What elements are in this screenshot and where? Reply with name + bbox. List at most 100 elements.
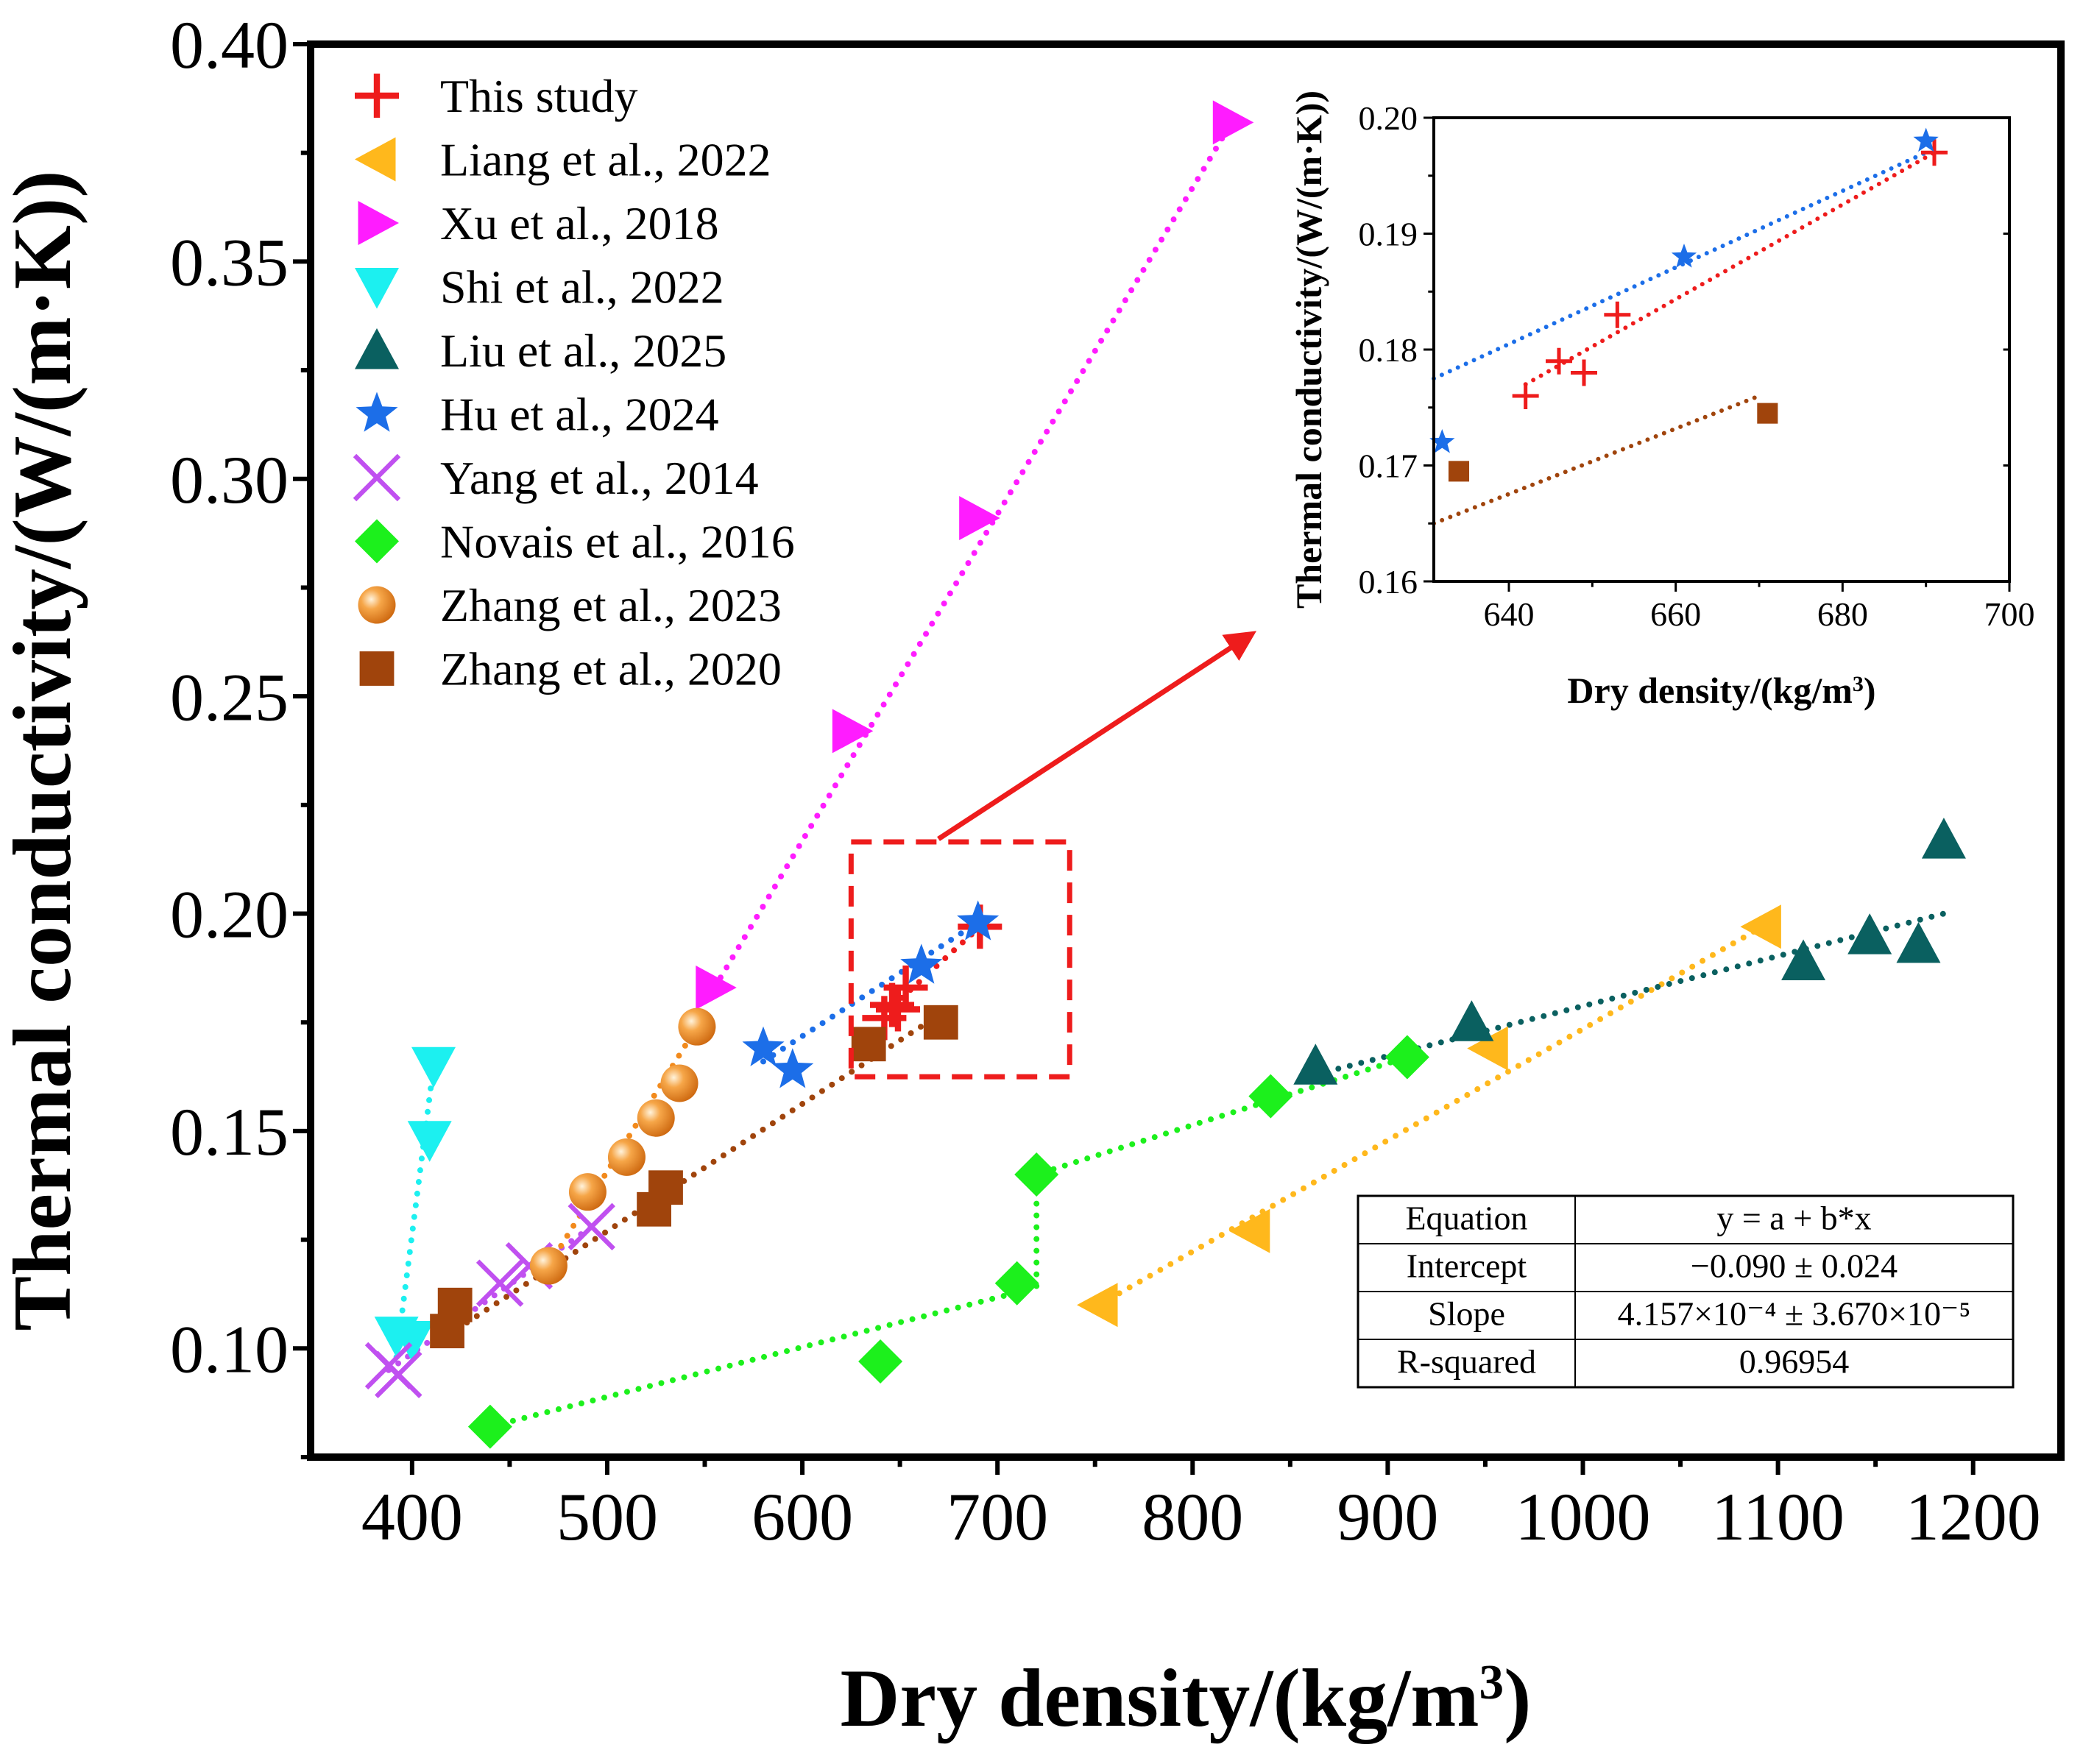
fit-line-4	[1312, 910, 1947, 1078]
data-point-7-2	[994, 1261, 1039, 1306]
legend-item-9: Zhang et al., 2020	[359, 643, 782, 695]
x-tick-label-5: 900	[1337, 1479, 1438, 1554]
data-point-0-3	[883, 965, 928, 1010]
fit-line-7	[487, 1054, 1410, 1430]
data-point-4-2	[1781, 939, 1826, 981]
fit-line-2	[711, 119, 1235, 991]
fit-table-label-0: Equation	[1405, 1200, 1527, 1237]
y-tick-label-3: 0.25	[170, 659, 289, 734]
data-point-4-3	[1847, 913, 1892, 954]
x-tick-label-1: 500	[556, 1479, 658, 1554]
data-point-0-0	[1512, 383, 1539, 409]
data-point-7-0	[467, 1404, 512, 1449]
legend-marker-1	[355, 137, 396, 182]
fit-line-1	[1432, 150, 1928, 381]
legend-label-6: Yang et al., 2014	[440, 452, 759, 504]
fit-table-value-0: y = a + b*x	[1716, 1200, 1871, 1237]
legend-label-3: Shi et al., 2022	[440, 261, 724, 314]
inset-plot: 640 660 680 700 0.16 0.17 0.18 0.19 0.20 Dry dens…	[1288, 91, 2035, 711]
x-tick-label-3: 700	[1984, 595, 2035, 633]
data-point-8-3	[637, 1099, 675, 1137]
data-point-1-2	[1467, 1026, 1508, 1071]
fit-table-value-2: 4.157×10⁻⁴ ± 3.670×10⁻⁵	[1618, 1295, 1971, 1333]
data-point-3-2	[407, 1121, 452, 1162]
y-tick-label-1: 0.15	[170, 1094, 289, 1169]
data-point-6-4	[567, 1202, 615, 1251]
zoom-arrow	[937, 631, 1257, 841]
data-point-7-5	[1384, 1035, 1429, 1080]
highlight-box	[848, 839, 1072, 1080]
fit-line-9	[444, 1010, 944, 1339]
fit-table: Equation y = a + b*x Intercept −0.090 ± 0.0…	[1357, 1194, 2015, 1389]
data-point-6-2	[475, 1259, 524, 1307]
data-point-4-5	[1921, 818, 1966, 859]
y-axis-title: Thermal conductivity/(W/(m·K))	[1288, 91, 1329, 609]
data-point-5-1	[771, 1048, 814, 1088]
legend-label-2: Xu et al., 2018	[440, 197, 719, 249]
y-axis-title: Thermal conductivity/(W/(m·K))	[0, 170, 88, 1331]
y-tick-label-0: 0.10	[170, 1312, 289, 1387]
legend-item-8: Zhang et al., 2023	[358, 579, 782, 631]
legend-label-9: Zhang et al., 2020	[440, 643, 782, 695]
data-point-7-1	[858, 1339, 903, 1384]
legend-marker-6	[353, 453, 401, 502]
data-point-7-4	[1248, 1074, 1293, 1119]
data-point-0-3	[1604, 301, 1631, 328]
data-point-8-2	[607, 1138, 646, 1176]
y-tick-label-1: 0.17	[1359, 447, 1418, 485]
data-point-5-0	[742, 1026, 785, 1066]
y-tick-label-0: 0.16	[1359, 563, 1418, 601]
x-tick-label-2: 600	[751, 1479, 853, 1554]
y-tick-label-3: 0.19	[1359, 216, 1418, 253]
x-tick-label-6: 1000	[1515, 1479, 1650, 1554]
data-point-5-3	[957, 900, 1000, 941]
data-point-2-0	[1448, 461, 1470, 482]
data-point-7-3	[1014, 1152, 1059, 1197]
data-point-8-4	[660, 1064, 699, 1102]
fit-line-3	[393, 1063, 436, 1361]
data-point-2-3	[1212, 100, 1254, 145]
fit-line-2	[1432, 394, 1761, 526]
x-tick-label-7: 1100	[1711, 1479, 1845, 1554]
fit-line-0	[1523, 150, 1937, 387]
data-point-3-3	[411, 1046, 456, 1088]
data-point-9-3	[648, 1170, 683, 1205]
legend-marker-7	[355, 519, 399, 564]
y-tick-label-2: 0.18	[1359, 331, 1418, 369]
data-point-0-2	[1571, 359, 1597, 386]
data-point-4-1	[1449, 1000, 1494, 1041]
data-point-9-4	[851, 1027, 886, 1062]
fit-table-value-3: 0.96954	[1739, 1343, 1850, 1381]
data-point-0-1	[1546, 347, 1572, 375]
data-point-1-0	[1429, 429, 1455, 453]
fit-table-label-1: Intercept	[1407, 1247, 1527, 1285]
legend-marker-8	[358, 586, 396, 624]
legend-item-1: Liang et al., 2022	[355, 134, 771, 186]
data-point-1-0	[1077, 1283, 1118, 1328]
x-axis-title: Dry density/(kg/m3)	[1567, 670, 1875, 711]
legend-item-6: Yang et al., 2014	[353, 452, 759, 504]
data-point-5-2	[900, 943, 943, 984]
legend-label-5: Hu et al., 2024	[440, 389, 719, 441]
legend-label-7: Novais et al., 2016	[440, 516, 795, 568]
y-tick-label-2: 0.20	[170, 877, 289, 952]
data-point-1-1	[1671, 244, 1697, 268]
data-point-4-4	[1896, 921, 1941, 963]
x-axis-title: Dry density/(kg/m3)	[841, 1653, 1532, 1744]
fit-table-value-1: −0.090 ± 0.024	[1691, 1247, 1898, 1285]
x-tick-label-1: 660	[1650, 595, 1701, 633]
y-tick-label-4: 0.30	[170, 442, 289, 517]
fit-table-label-3: R-squared	[1397, 1343, 1536, 1381]
legend-marker-5	[356, 392, 398, 432]
data-point-3-1	[389, 1320, 434, 1362]
data-point-4-0	[1293, 1044, 1338, 1085]
main-plot: 400 500 600 700 800 900 1000 1100 1200 0.10 0.15 0.…	[0, 7, 2065, 1744]
data-point-2-1	[1757, 403, 1778, 424]
data-point-0-4	[1921, 139, 1948, 166]
data-point-8-0	[529, 1247, 567, 1285]
legend-item-4: Liu et al., 2025	[355, 325, 726, 377]
legend-marker-3	[355, 268, 399, 309]
legend-marker-2	[358, 201, 399, 245]
